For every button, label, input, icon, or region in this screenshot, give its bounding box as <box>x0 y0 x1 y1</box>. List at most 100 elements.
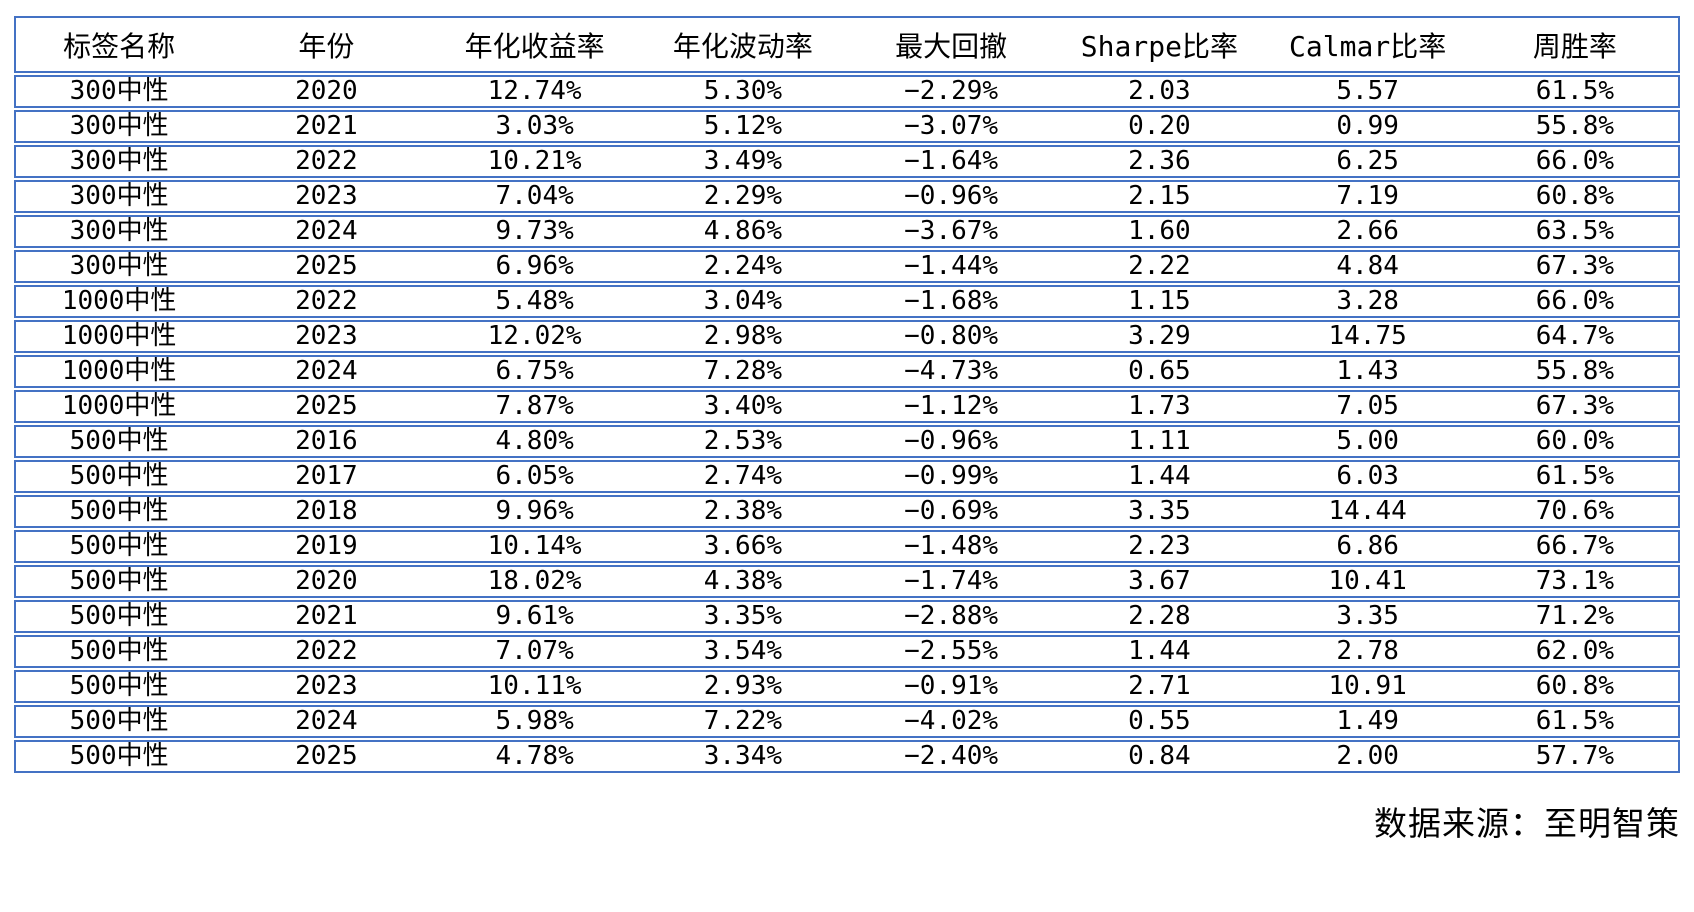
table-cell: 67.3% <box>1471 250 1680 283</box>
table-cell: 3.34% <box>638 740 847 773</box>
table-cell: 1000中性 <box>14 390 223 423</box>
table-cell: 3.04% <box>638 285 847 318</box>
table-cell: 61.5% <box>1471 705 1680 738</box>
table-cell: −1.44% <box>847 250 1056 283</box>
table-cell: 0.20 <box>1055 110 1264 143</box>
table-cell: 0.84 <box>1055 740 1264 773</box>
table-cell: 300中性 <box>14 145 223 178</box>
table-cell: 7.07% <box>430 635 639 668</box>
table-cell: −1.74% <box>847 565 1056 598</box>
table-cell: 300中性 <box>14 215 223 248</box>
table-cell: 2.28 <box>1055 600 1264 633</box>
table-cell: 1000中性 <box>14 285 223 318</box>
table-cell: −0.96% <box>847 180 1056 213</box>
table-cell: 6.05% <box>430 460 639 493</box>
table-cell: 2025 <box>222 740 431 773</box>
table-cell: 9.73% <box>430 215 639 248</box>
table-row: 500中性 2021 9.61% 3.35% −2.88% 2.28 3.35 71.2% <box>14 600 1680 633</box>
table-cell: 3.35% <box>638 600 847 633</box>
table-cell: 2023 <box>222 320 431 353</box>
table-cell: 60.8% <box>1471 670 1680 703</box>
table-cell: 6.03 <box>1263 460 1472 493</box>
table-cell: 66.0% <box>1471 285 1680 318</box>
table-row: 500中性 2018 9.96% 2.38% −0.69% 3.35 14.44 70.6% <box>14 495 1680 528</box>
table-row: 500中性 2023 10.11% 2.93% −0.91% 2.71 10.91 60.8% <box>14 670 1680 703</box>
table-cell: 14.75 <box>1263 320 1472 353</box>
table-cell: 3.35 <box>1055 495 1264 528</box>
table-row: 500中性 2019 10.14% 3.66% −1.48% 2.23 6.86 66.7% <box>14 530 1680 563</box>
table-cell: 2.53% <box>638 425 847 458</box>
table-cell: 2016 <box>222 425 431 458</box>
table-cell: 2.22 <box>1055 250 1264 283</box>
table-cell: 9.61% <box>430 600 639 633</box>
table-cell: 61.5% <box>1471 460 1680 493</box>
table-row: 500中性 2017 6.05% 2.74% −0.99% 1.44 6.03 61.5% <box>14 460 1680 493</box>
table-cell: 12.74% <box>430 75 639 108</box>
table-cell: 1.43 <box>1263 355 1472 388</box>
table-cell: 10.21% <box>430 145 639 178</box>
table-header: 标签名称 年份 年化收益率 年化波动率 最大回撤 Sharpe比率 Calmar比率 周胜率 <box>14 16 1680 73</box>
table-cell: 2.78 <box>1263 635 1472 668</box>
table-row: 1000中性 2023 12.02% 2.98% −0.80% 3.29 14.75 64.7… <box>14 320 1680 353</box>
table-cell: −1.48% <box>847 530 1056 563</box>
table-cell: 2024 <box>222 215 431 248</box>
table-cell: 2.00 <box>1263 740 1472 773</box>
table-cell: 2025 <box>222 250 431 283</box>
table-cell: 7.28% <box>638 355 847 388</box>
table-cell: 2.66 <box>1263 215 1472 248</box>
data-source-note: 数据来源：至明智策 <box>1374 804 1680 843</box>
table-row: 300中性 2025 6.96% 2.24% −1.44% 2.22 4.84 67.3% <box>14 250 1680 283</box>
table-cell: 300中性 <box>14 110 223 143</box>
table-cell: 5.57 <box>1263 75 1472 108</box>
table-cell: 500中性 <box>14 705 223 738</box>
table-cell: 1000中性 <box>14 320 223 353</box>
table-cell: −2.88% <box>847 600 1056 633</box>
table-cell: 2.98% <box>638 320 847 353</box>
table-cell: 300中性 <box>14 250 223 283</box>
table-cell: 12.02% <box>430 320 639 353</box>
table-cell: 2019 <box>222 530 431 563</box>
table-cell: 66.0% <box>1471 145 1680 178</box>
table-cell: 3.28 <box>1263 285 1472 318</box>
table-cell: −0.69% <box>847 495 1056 528</box>
table-cell: 55.8% <box>1471 110 1680 143</box>
table-cell: 2024 <box>222 705 431 738</box>
table-cell: 2023 <box>222 180 431 213</box>
table-cell: 10.41 <box>1263 565 1472 598</box>
table-cell: 2021 <box>222 110 431 143</box>
table-row: 500中性 2020 18.02% 4.38% −1.74% 3.67 10.41 73.1% <box>14 565 1680 598</box>
table-cell: 1.60 <box>1055 215 1264 248</box>
table-cell: 5.48% <box>430 285 639 318</box>
table-cell: 500中性 <box>14 740 223 773</box>
table-cell: 7.87% <box>430 390 639 423</box>
column-header: 年化波动率 <box>638 16 847 73</box>
table-cell: 2017 <box>222 460 431 493</box>
table-cell: −3.07% <box>847 110 1056 143</box>
table-cell: 1.44 <box>1055 635 1264 668</box>
table-row: 500中性 2025 4.78% 3.34% −2.40% 0.84 2.00 57.7% <box>14 740 1680 773</box>
table-row: 300中性 2021 3.03% 5.12% −3.07% 0.20 0.99 55.8% <box>14 110 1680 143</box>
table-cell: 2024 <box>222 355 431 388</box>
table-cell: 1.44 <box>1055 460 1264 493</box>
table-cell: 3.54% <box>638 635 847 668</box>
table-row: 1000中性 2024 6.75% 7.28% −4.73% 0.65 1.43 55.8% <box>14 355 1680 388</box>
table-row: 300中性 2024 9.73% 4.86% −3.67% 1.60 2.66 63.5% <box>14 215 1680 248</box>
table-cell: 500中性 <box>14 460 223 493</box>
table-cell: 500中性 <box>14 670 223 703</box>
table-row: 500中性 2022 7.07% 3.54% −2.55% 1.44 2.78 62.0% <box>14 635 1680 668</box>
table-cell: −1.68% <box>847 285 1056 318</box>
table-cell: −1.64% <box>847 145 1056 178</box>
table-cell: 5.30% <box>638 75 847 108</box>
table-cell: 10.91 <box>1263 670 1472 703</box>
table-cell: 1.49 <box>1263 705 1472 738</box>
table-cell: −0.91% <box>847 670 1056 703</box>
table-cell: 60.0% <box>1471 425 1680 458</box>
table-cell: 10.14% <box>430 530 639 563</box>
table-cell: 7.04% <box>430 180 639 213</box>
table-cell: 4.38% <box>638 565 847 598</box>
table-header-row: 标签名称 年份 年化收益率 年化波动率 最大回撤 Sharpe比率 Calmar比率 周胜率 <box>14 16 1680 73</box>
table-cell: 66.7% <box>1471 530 1680 563</box>
table-cell: −0.99% <box>847 460 1056 493</box>
table-cell: 2.15 <box>1055 180 1264 213</box>
table-cell: 10.11% <box>430 670 639 703</box>
